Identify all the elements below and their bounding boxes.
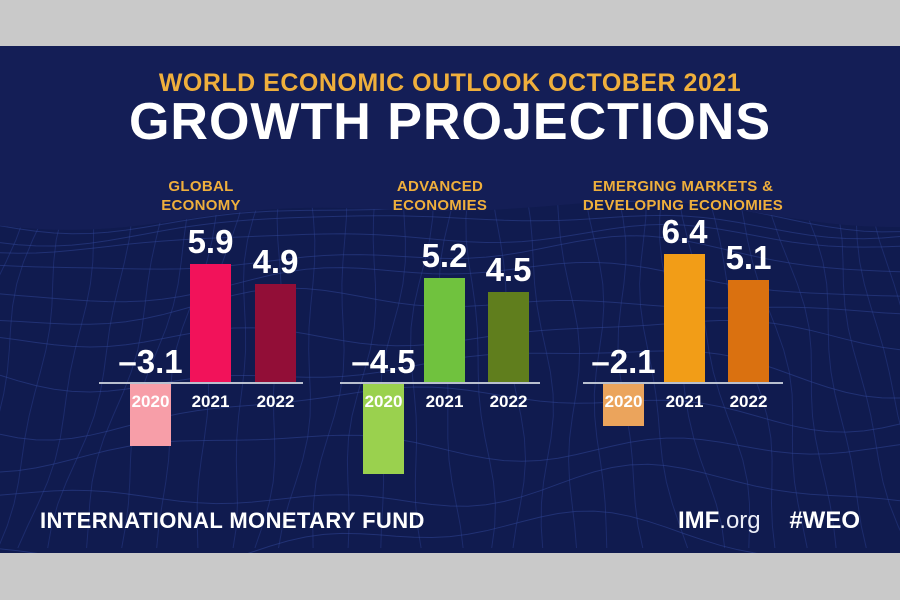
data-bar: [603, 384, 644, 426]
poster-content: WORLD ECONOMIC OUTLOOK OCTOBER 2021 GROW…: [0, 46, 900, 553]
data-bar: [190, 264, 231, 382]
imf-org-bold: IMF: [677, 507, 720, 534]
mesh-line: [86, 195, 167, 549]
mesh-line: [0, 463, 900, 507]
mesh-line: [410, 195, 434, 549]
mesh-line: [278, 195, 316, 549]
axis-baseline: [99, 382, 303, 384]
group-label: GLOBAL ECONOMY: [79, 177, 323, 215]
mesh-line: [0, 195, 54, 412]
year-label: 2021: [425, 392, 464, 411]
mesh-line: [0, 195, 70, 545]
mesh-line: [765, 195, 837, 549]
subtitle: WORLD ECONOMIC OUTLOOK OCTOBER 2021: [158, 69, 742, 97]
page-title: GROWTH PROJECTIONS: [128, 93, 772, 151]
poster-canvas: WORLD ECONOMIC OUTLOOK OCTOBER 2021 GROW…: [0, 46, 900, 553]
footer-links: IMF.org #WEO: [678, 506, 860, 536]
bar-value-label: –3.1: [118, 343, 183, 380]
mesh-line: [47, 195, 134, 549]
data-bar: [255, 284, 296, 382]
year-label: 2020: [131, 392, 170, 411]
data-bar: [488, 292, 529, 382]
year-label: 2020: [604, 392, 643, 411]
mesh-line: [17, 195, 96, 549]
mesh-line: [854, 195, 900, 426]
year-label: 2020: [364, 392, 403, 411]
mesh-line: [617, 195, 644, 549]
year-label: 2022: [256, 392, 295, 411]
axis-baseline: [583, 382, 783, 384]
bar-value-label: –4.5: [351, 343, 416, 380]
imf-org-suffix: .org: [719, 507, 761, 534]
bar-value-label: 5.2: [421, 237, 468, 274]
bottom-gray-band: [0, 553, 900, 600]
year-label: 2022: [729, 392, 768, 411]
bar-value-label: 5.1: [725, 239, 772, 276]
bar-value-label: 5.9: [187, 223, 234, 260]
group-label: ADVANCED ECONOMIES: [320, 177, 560, 215]
chart-group: ADVANCED ECONOMIES –4.5 2020 5.2 2021 4.5 2022: [340, 46, 540, 553]
mesh-line: [0, 195, 31, 276]
mesh-line: [738, 195, 808, 549]
bar-value-label: –2.1: [591, 343, 656, 380]
axis-baseline: [340, 382, 540, 384]
bar-chart: GLOBAL ECONOMY –3.1 2020 5.9 2021 4.9 2022 ADVAN…: [0, 46, 900, 553]
mesh-line: [0, 223, 900, 254]
data-bar: [130, 384, 171, 446]
weo-hashtag: #WEO: [789, 507, 860, 534]
top-gray-band: [0, 0, 900, 46]
group-label-line: ECONOMIES: [392, 197, 488, 214]
mesh-line: [232, 195, 262, 549]
mesh-line: [0, 214, 900, 247]
mesh-line: [798, 195, 867, 549]
bar-value-label: 4.9: [252, 243, 299, 280]
bar-value-label: 4.5: [485, 251, 532, 288]
sky-area: [0, 46, 900, 230]
group-label: EMERGING MARKETS & DEVELOPING ECONOMIES: [563, 177, 803, 215]
year-label: 2022: [489, 392, 528, 411]
group-label-line: ECONOMY: [161, 197, 241, 214]
footer: INTERNATIONAL MONETARY FUND IMF.org #WEO: [40, 506, 860, 536]
mesh-line: [833, 195, 900, 532]
group-label-line: DEVELOPING ECONOMIES: [582, 197, 784, 214]
mesh-line: [156, 195, 219, 549]
data-bar: [424, 278, 465, 382]
year-label: 2021: [191, 392, 230, 411]
mesh-line: [584, 195, 608, 549]
data-bar: [728, 280, 769, 382]
imf-name: INTERNATIONAL MONETARY FUND: [40, 508, 425, 533]
data-bar: [664, 254, 705, 382]
group-label-line: ADVANCED: [396, 178, 484, 195]
imf-org-site: IMF.org: [678, 507, 761, 534]
year-label: 2021: [665, 392, 704, 411]
mesh-line: [465, 195, 496, 549]
data-bar: [363, 384, 404, 474]
mesh-line: [869, 195, 900, 306]
group-label-line: GLOBAL: [168, 178, 234, 195]
mesh-line: [556, 195, 581, 549]
mesh-line: [121, 195, 192, 549]
group-label-line: EMERGING MARKETS &: [592, 178, 774, 195]
bar-value-label: 6.4: [661, 213, 708, 250]
chart-group: GLOBAL ECONOMY –3.1 2020 5.9 2021 4.9 2022: [99, 46, 303, 553]
mesh-line: [0, 235, 900, 273]
mesh-line: [639, 195, 689, 549]
mesh-line: [0, 510, 759, 553]
chart-group: EMERGING MARKETS & DEVELOPING ECONOMIES –2…: [583, 46, 783, 553]
